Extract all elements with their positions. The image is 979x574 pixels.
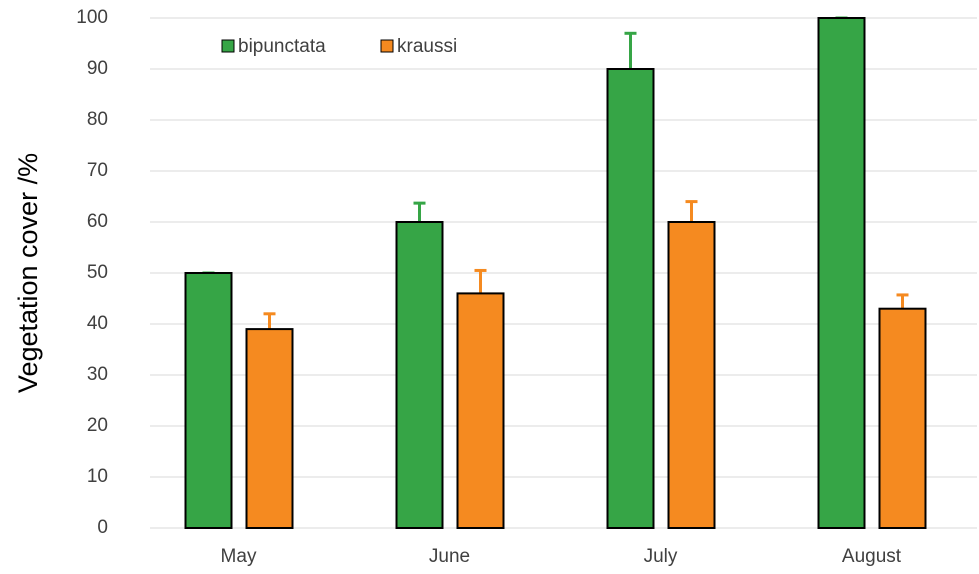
bar <box>817 17 866 529</box>
legend-label: bipunctata <box>238 36 326 57</box>
y-tick-label: 40 <box>87 313 108 334</box>
bar <box>184 272 233 529</box>
x-tick-label: August <box>842 546 902 567</box>
bar <box>878 307 927 530</box>
bar <box>245 328 294 529</box>
bar <box>606 68 655 529</box>
x-tick-label: June <box>429 546 470 567</box>
y-tick-label: 20 <box>87 415 108 436</box>
y-tick-label: 0 <box>97 517 108 538</box>
y-tick-label: 70 <box>87 160 108 181</box>
x-tick-label: July <box>644 546 678 567</box>
y-tick-label: 80 <box>87 109 108 130</box>
y-tick-label: 100 <box>76 7 108 28</box>
legend-swatch <box>380 39 394 53</box>
y-axis-label: Vegetation cover /% <box>13 153 43 393</box>
y-tick-label: 10 <box>87 466 108 487</box>
y-tick-label: 90 <box>87 58 108 79</box>
bar <box>667 221 716 529</box>
y-tick-label: 30 <box>87 364 108 385</box>
bar <box>456 292 505 529</box>
y-tick-label: 50 <box>87 262 108 283</box>
x-tick-label: May <box>221 546 257 567</box>
legend-label: kraussi <box>397 36 457 57</box>
legend-swatch <box>221 39 235 53</box>
y-tick-label: 60 <box>87 211 108 232</box>
bar <box>395 221 444 529</box>
